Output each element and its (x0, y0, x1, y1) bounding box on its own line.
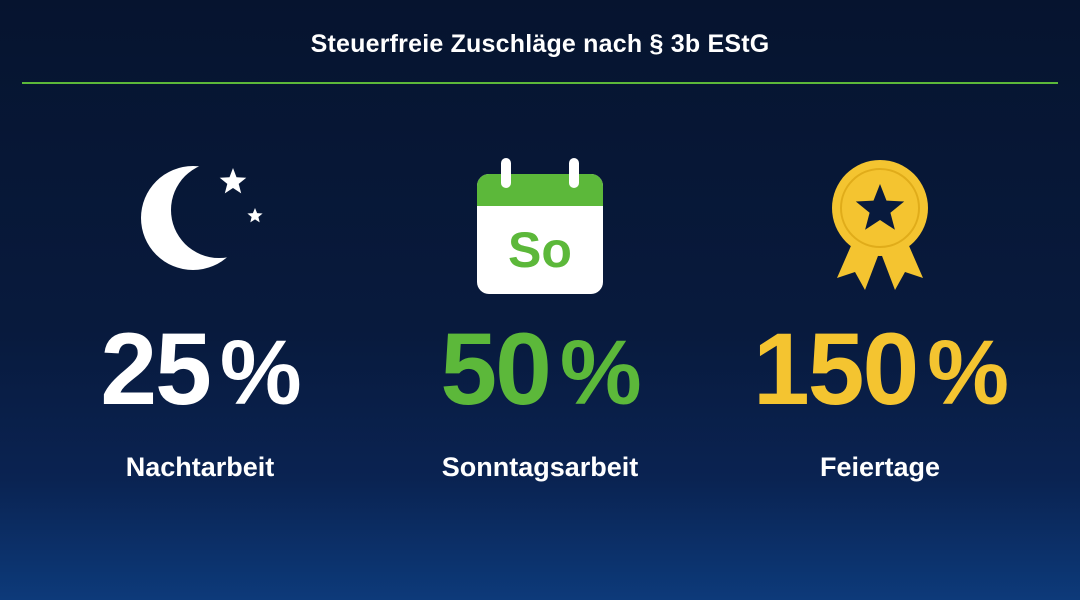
night-percentage: 25% (40, 318, 360, 420)
night-label: Nachtarbeit (125, 452, 275, 482)
calendar-icon: So (465, 150, 615, 300)
stat-night-work: 25% Nachtarbeit (40, 140, 360, 500)
award-badge-icon (805, 150, 955, 300)
holiday-value: 150 (753, 312, 919, 426)
sunday-percentage: 50% (380, 318, 700, 420)
moon-stars-icon (125, 150, 275, 300)
page-title: Steuerfreie Zuschläge nach § 3b EStG (310, 30, 770, 58)
night-unit: % (219, 322, 302, 424)
holiday-unit: % (927, 322, 1009, 424)
night-value: 25 (100, 312, 211, 426)
sunday-unit: % (559, 322, 642, 424)
sunday-label: Sonntagsarbeit (441, 452, 639, 482)
calendar-day-text: So (508, 222, 572, 278)
holiday-label: Feiertage (819, 452, 941, 482)
stat-holidays: 150% Feiertage (720, 140, 1040, 500)
holiday-percentage: 150% (720, 318, 1040, 420)
stat-sunday-work: So 50% Sonntagsarbeit (380, 140, 700, 500)
sunday-value: 50 (440, 312, 551, 426)
title-divider (22, 82, 1058, 84)
